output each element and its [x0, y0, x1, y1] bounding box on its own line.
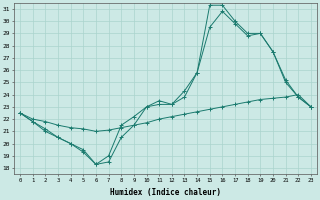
X-axis label: Humidex (Indice chaleur): Humidex (Indice chaleur) [110, 188, 221, 197]
